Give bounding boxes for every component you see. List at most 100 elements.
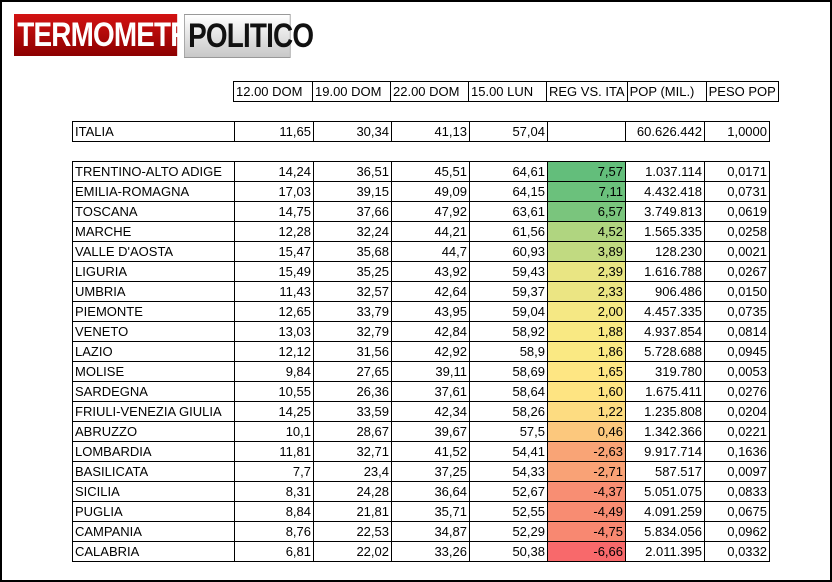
region-name: TOSCANA	[72, 201, 235, 222]
region-15: 59,37	[469, 281, 548, 302]
region-diff: 2,33	[547, 281, 626, 302]
region-12: 14,75	[234, 201, 314, 222]
region-22: 44,7	[391, 241, 470, 262]
region-name: ABRUZZO	[72, 421, 235, 442]
termometro-politico-logo: TERMOMETRO POLITICO	[14, 14, 314, 58]
region-row: MARCHE 12,28 32,24 44,21 61,56 4,52 1.565.335 0…	[72, 221, 770, 242]
region-19: 32,71	[313, 441, 392, 462]
region-19: 31,56	[313, 341, 392, 362]
region-row: EMILIA-ROMAGNA 17,03 39,15 49,09 64,15 7,11 4.…	[72, 181, 770, 202]
region-22: 37,61	[391, 381, 470, 402]
region-diff: 7,57	[547, 161, 626, 182]
region-pop: 5.834.056	[625, 521, 705, 542]
region-peso: 0,0735	[704, 301, 770, 322]
region-name: SICILIA	[72, 481, 235, 502]
region-peso: 0,0221	[704, 421, 770, 442]
region-peso: 0,0332	[704, 541, 770, 562]
region-name: VENETO	[72, 321, 235, 342]
region-19: 21,81	[313, 501, 392, 522]
region-row: UMBRIA 11,43 32,57 42,64 59,37 2,33 906.486 0,0…	[72, 281, 770, 302]
region-12: 14,24	[234, 161, 314, 182]
region-12: 12,12	[234, 341, 314, 362]
header-pop: POP (MIL.)	[626, 81, 707, 102]
region-diff: -4,75	[547, 521, 626, 542]
region-12: 15,47	[234, 241, 314, 262]
region-row: TRENTINO-ALTO ADIGE 14,24 36,51 45,51 64,61 7…	[72, 161, 770, 182]
region-row: LOMBARDIA 11,81 32,71 41,52 54,41 -2,63 9.917.…	[72, 441, 770, 462]
region-peso: 0,0945	[704, 341, 770, 362]
region-pop: 4.937.854	[625, 321, 705, 342]
header-table: 12.00 DOM 19.00 DOM 22.00 DOM 15.00 LUN …	[233, 81, 779, 102]
region-peso: 0,1636	[704, 441, 770, 462]
region-15: 54,41	[469, 441, 548, 462]
region-peso: 0,0731	[704, 181, 770, 202]
header-peso-pop: PESO POP	[705, 81, 779, 102]
region-diff: -2,71	[547, 461, 626, 482]
region-22: 42,34	[391, 401, 470, 422]
region-row: MOLISE 9,84 27,65 39,11 58,69 1,65 319.780 0,00…	[72, 361, 770, 382]
region-12: 8,76	[234, 521, 314, 542]
region-19: 32,57	[313, 281, 392, 302]
region-19: 22,53	[313, 521, 392, 542]
region-pop: 906.486	[625, 281, 705, 302]
region-diff: 7,11	[547, 181, 626, 202]
region-15: 52,29	[469, 521, 548, 542]
italia-19: 30,34	[313, 121, 392, 142]
region-22: 41,52	[391, 441, 470, 462]
region-15: 58,92	[469, 321, 548, 342]
header-15-lun: 15.00 LUN	[468, 81, 547, 102]
region-12: 15,49	[234, 261, 314, 282]
region-row: LAZIO 12,12 31,56 42,92 58,9 1,86 5.728.688 0,0…	[72, 341, 770, 362]
region-15: 61,56	[469, 221, 548, 242]
region-22: 39,67	[391, 421, 470, 442]
region-pop: 319.780	[625, 361, 705, 382]
region-name: TRENTINO-ALTO ADIGE	[72, 161, 235, 182]
region-22: 43,92	[391, 261, 470, 282]
region-name: CAMPANIA	[72, 521, 235, 542]
region-name: LAZIO	[72, 341, 235, 362]
region-15: 60,93	[469, 241, 548, 262]
region-peso: 0,0675	[704, 501, 770, 522]
region-22: 42,84	[391, 321, 470, 342]
italia-row: ITALIA 11,65 30,34 41,13 57,04 60.626.44…	[72, 121, 770, 142]
region-diff: 1,60	[547, 381, 626, 402]
region-name: MOLISE	[72, 361, 235, 382]
region-diff: 0,46	[547, 421, 626, 442]
logo-white-part: POLITICO	[184, 14, 314, 58]
region-22: 44,21	[391, 221, 470, 242]
italia-pop: 60.626.442	[625, 121, 705, 142]
header-19-dom: 19.00 DOM	[312, 81, 391, 102]
region-name: SARDEGNA	[72, 381, 235, 402]
region-peso: 0,0053	[704, 361, 770, 382]
region-22: 42,64	[391, 281, 470, 302]
region-pop: 1.037.114	[625, 161, 705, 182]
region-pop: 1.675.411	[625, 381, 705, 402]
italia-15: 57,04	[469, 121, 548, 142]
header-reg-vs-ita: REG VS. ITA	[546, 81, 628, 102]
region-row: TOSCANA 14,75 37,66 47,92 63,61 6,57 3.749.813…	[72, 201, 770, 222]
region-19: 22,02	[313, 541, 392, 562]
region-15: 64,15	[469, 181, 548, 202]
region-22: 43,95	[391, 301, 470, 322]
region-22: 45,51	[391, 161, 470, 182]
region-19: 33,79	[313, 301, 392, 322]
region-19: 26,36	[313, 381, 392, 402]
region-19: 32,24	[313, 221, 392, 242]
region-name: CALABRIA	[72, 541, 235, 562]
region-15: 58,64	[469, 381, 548, 402]
region-row: VALLE D'AOSTA 15,47 35,68 44,7 60,93 3,89 128.…	[72, 241, 770, 262]
region-diff: -6,66	[547, 541, 626, 562]
region-19: 27,65	[313, 361, 392, 382]
region-pop: 2.011.395	[625, 541, 705, 562]
region-19: 32,79	[313, 321, 392, 342]
region-diff: -4,49	[547, 501, 626, 522]
region-19: 36,51	[313, 161, 392, 182]
region-15: 59,43	[469, 261, 548, 282]
region-pop: 9.917.714	[625, 441, 705, 462]
region-15: 58,69	[469, 361, 548, 382]
region-pop: 4.091.259	[625, 501, 705, 522]
region-19: 24,28	[313, 481, 392, 502]
region-diff: 4,52	[547, 221, 626, 242]
region-12: 8,84	[234, 501, 314, 522]
header-12-dom: 12.00 DOM	[233, 81, 313, 102]
